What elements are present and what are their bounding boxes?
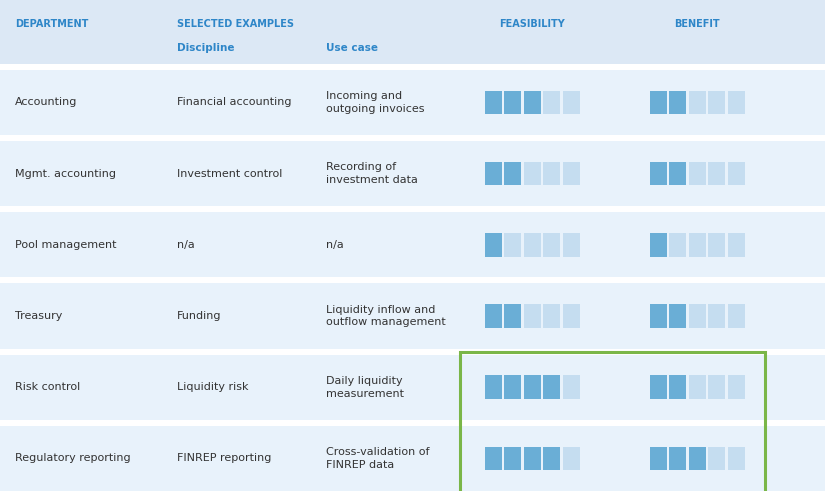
Bar [689,90,705,114]
Text: n/a: n/a [177,240,196,250]
Text: SELECTED EXAMPLES: SELECTED EXAMPLES [177,19,295,29]
Bar [504,375,521,399]
Bar [485,304,502,328]
Bar [669,162,686,186]
Bar [485,162,502,186]
Bar [504,304,521,328]
Bar [669,233,686,257]
Bar [485,90,502,114]
Bar [669,375,686,399]
Bar [708,375,725,399]
Bar [543,447,560,470]
Bar [504,447,521,470]
Text: Financial accounting: Financial accounting [177,97,292,108]
Bar [504,90,521,114]
Bar [0,426,825,491]
Bar [669,304,686,328]
Bar [563,90,579,114]
Bar [0,0,825,64]
Bar [728,162,744,186]
Bar [650,304,667,328]
Bar [689,162,705,186]
Bar [543,162,560,186]
Bar [708,162,725,186]
Bar [650,447,667,470]
Text: Liquidity inflow and
outflow management: Liquidity inflow and outflow management [326,304,446,327]
Bar [563,304,579,328]
Text: Incoming and
outgoing invoices: Incoming and outgoing invoices [326,91,424,114]
Text: Treasury: Treasury [15,311,62,321]
Bar [689,233,705,257]
Text: n/a: n/a [326,240,344,250]
Bar [460,352,766,491]
Bar [0,283,825,349]
Bar [524,233,540,257]
Text: DEPARTMENT: DEPARTMENT [15,19,88,29]
Bar [524,90,540,114]
Bar [543,233,560,257]
Bar [669,447,686,470]
Bar [524,447,540,470]
Bar [563,233,579,257]
Bar [543,375,560,399]
Bar [485,375,502,399]
Text: FINREP reporting: FINREP reporting [177,453,271,464]
Bar [0,355,825,420]
Bar [563,375,579,399]
Bar [504,162,521,186]
Bar [728,447,744,470]
Bar [504,233,521,257]
Bar [485,233,502,257]
Bar [669,90,686,114]
Text: Daily liquidity
measurement: Daily liquidity measurement [326,376,404,399]
Bar [524,304,540,328]
Bar [0,141,825,206]
Bar [650,90,667,114]
Bar [728,233,744,257]
Bar [650,233,667,257]
Bar [708,304,725,328]
Bar [524,375,540,399]
Bar [689,304,705,328]
Bar [0,70,825,135]
Text: BENEFIT: BENEFIT [674,19,720,29]
Bar [728,375,744,399]
Bar [689,447,705,470]
Bar [524,162,540,186]
Text: Use case: Use case [326,43,378,53]
Text: Accounting: Accounting [15,97,78,108]
Bar [543,90,560,114]
Text: Recording of
investment data: Recording of investment data [326,162,417,185]
Text: Funding: Funding [177,311,222,321]
Text: Pool management: Pool management [15,240,116,250]
Bar [708,90,725,114]
Bar [0,212,825,277]
Bar [650,375,667,399]
Text: Discipline: Discipline [177,43,235,53]
Bar [728,304,744,328]
Bar [689,375,705,399]
Bar [650,162,667,186]
Bar [728,90,744,114]
Bar [563,447,579,470]
Bar [708,233,725,257]
Text: Mgmt. accounting: Mgmt. accounting [15,168,116,179]
Bar [708,447,725,470]
Text: Investment control: Investment control [177,168,283,179]
Bar [563,162,579,186]
Text: Risk control: Risk control [15,382,80,392]
Bar [543,304,560,328]
Text: Cross-validation of
FINREP data: Cross-validation of FINREP data [326,447,429,470]
Text: Liquidity risk: Liquidity risk [177,382,249,392]
Text: Regulatory reporting: Regulatory reporting [15,453,130,464]
Text: FEASIBILITY: FEASIBILITY [499,19,565,29]
Bar [485,447,502,470]
